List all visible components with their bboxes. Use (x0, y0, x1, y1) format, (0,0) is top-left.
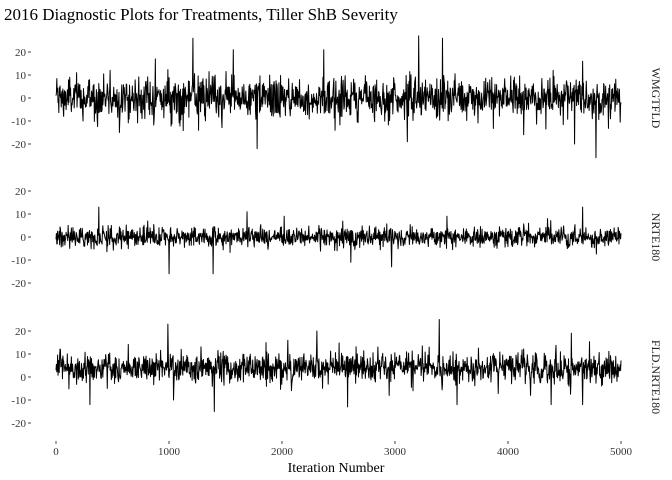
y-tick-label: -10 (11, 395, 26, 407)
y-tick-label: -10 (11, 255, 26, 267)
x-axis-label: Iteration Number (288, 461, 385, 476)
x-tick-label: 3000 (384, 446, 407, 458)
y-tick-label: -20 (11, 278, 26, 290)
x-tick-label: 4000 (497, 446, 520, 458)
y-tick-label: -10 (11, 116, 26, 128)
x-tick-label: 2000 (271, 446, 294, 458)
y-tick-label: 20 (15, 47, 27, 59)
panel-label-nrte180: NRTE180 (649, 213, 663, 262)
y-tick-label: 0 (21, 93, 27, 105)
panel-label-wmgtfld: WMGTFLD (649, 68, 663, 129)
x-axis: 0 1000 2000 3000 4000 5000 Iteration Num… (53, 441, 633, 476)
y-tick-label: 10 (15, 70, 27, 82)
y-tick-label: -20 (11, 418, 26, 430)
y-tick-label: 10 (15, 209, 27, 221)
y-tick-label: 0 (21, 232, 27, 244)
y-tick-label: 20 (15, 326, 27, 338)
y-tick-label: -20 (11, 139, 26, 151)
x-tick-label: 1000 (158, 446, 181, 458)
panel-wmgtfld: 20 10 0 -10 -20 WMGTFLD (11, 35, 663, 159)
y-tick-label: 10 (15, 349, 27, 361)
x-tick-label: 5000 (610, 446, 633, 458)
trace-line-fld-nrte180 (55, 319, 622, 412)
panel-label-fld-nrte180: FLD.NRTE180 (649, 340, 663, 414)
trace-line-nrte180 (55, 206, 622, 275)
chart-title: 2016 Diagnostic Plots for Treatments, Ti… (4, 5, 398, 24)
panel-nrte180: 20 10 0 -10 -20 NRTE180 (11, 186, 663, 290)
x-tick-label: 0 (53, 446, 59, 458)
trace-line-wmgtfld (55, 35, 622, 159)
panel-fld-nrte180: 20 10 0 -10 -20 FLD.NRTE180 (11, 319, 663, 430)
y-tick-label: 0 (21, 372, 27, 384)
y-tick-label: 20 (15, 186, 27, 198)
